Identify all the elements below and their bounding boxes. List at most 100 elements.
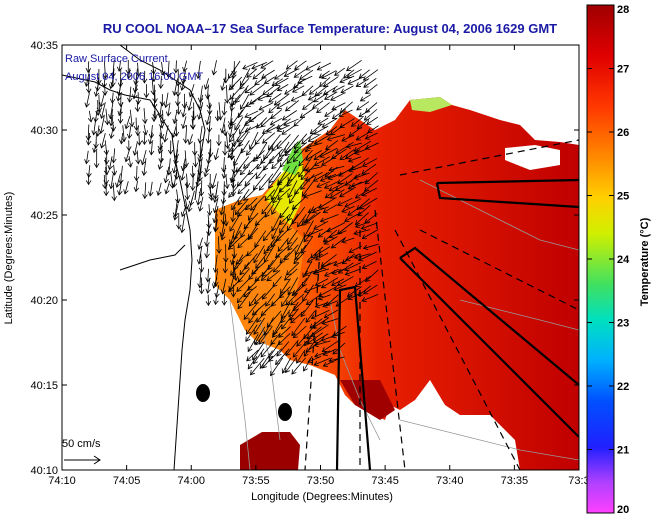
current-vector bbox=[127, 156, 133, 168]
current-vector bbox=[363, 109, 378, 121]
current-vector bbox=[300, 174, 315, 190]
current-vector bbox=[214, 110, 221, 122]
current-vector bbox=[356, 101, 370, 111]
current-vector bbox=[142, 108, 148, 125]
current-vector bbox=[322, 85, 338, 95]
current-vector bbox=[302, 100, 315, 110]
current-vector bbox=[292, 299, 305, 312]
current-vector bbox=[190, 118, 196, 130]
current-vector bbox=[283, 244, 299, 261]
current-vector bbox=[260, 342, 274, 358]
current-vector bbox=[354, 275, 371, 288]
current-vector bbox=[245, 100, 257, 107]
current-vector bbox=[206, 204, 213, 216]
current-vector bbox=[152, 84, 158, 104]
current-vector bbox=[260, 60, 274, 69]
current-vector bbox=[316, 102, 330, 114]
current-vector bbox=[84, 150, 90, 165]
current-vector bbox=[344, 173, 361, 186]
current-vector bbox=[132, 142, 139, 156]
current-vector bbox=[320, 277, 339, 289]
current-vector bbox=[217, 102, 223, 121]
current-vector bbox=[361, 163, 377, 175]
current-vector bbox=[361, 229, 379, 240]
current-vector bbox=[123, 181, 129, 195]
current-vector bbox=[266, 85, 281, 98]
current-vector bbox=[347, 156, 362, 163]
current-vector bbox=[287, 237, 298, 251]
current-vector bbox=[314, 302, 329, 309]
current-vector bbox=[284, 141, 299, 157]
current-vector bbox=[306, 326, 322, 340]
current-vector bbox=[293, 69, 306, 78]
current-vector bbox=[266, 270, 281, 282]
current-vector bbox=[346, 68, 362, 78]
current-vector bbox=[303, 285, 322, 294]
current-vector bbox=[331, 148, 347, 160]
current-vector bbox=[245, 142, 258, 156]
current-vector bbox=[248, 110, 265, 123]
current-vector bbox=[148, 142, 155, 156]
current-vector bbox=[140, 149, 147, 166]
current-vector bbox=[258, 173, 274, 191]
current-vector bbox=[333, 284, 347, 292]
current-vector bbox=[322, 300, 339, 308]
current-vector bbox=[164, 180, 171, 195]
current-vector bbox=[230, 166, 242, 183]
current-vector bbox=[328, 165, 345, 172]
current-vector bbox=[237, 188, 250, 206]
current-vector bbox=[142, 182, 148, 200]
current-vector bbox=[250, 195, 265, 211]
current-vector bbox=[270, 182, 281, 201]
current-vector bbox=[364, 179, 379, 192]
current-vector bbox=[253, 245, 265, 264]
current-vector bbox=[355, 132, 369, 141]
current-vector bbox=[344, 198, 362, 208]
current-vector bbox=[268, 348, 282, 362]
current-vector bbox=[267, 134, 281, 151]
current-vector bbox=[205, 294, 212, 307]
current-vector bbox=[328, 356, 345, 363]
current-vector bbox=[364, 213, 378, 224]
current-vector bbox=[85, 173, 92, 186]
current-vector bbox=[331, 108, 346, 120]
current-vector bbox=[220, 206, 227, 225]
x-axis-label: Longitude (Degrees:Minutes) bbox=[251, 491, 393, 503]
buoy-marker-2 bbox=[278, 403, 292, 421]
current-vector bbox=[180, 158, 187, 172]
current-vector bbox=[223, 213, 229, 227]
current-vector bbox=[98, 116, 105, 135]
current-vector bbox=[92, 142, 98, 154]
current-vector bbox=[290, 293, 305, 306]
current-vector bbox=[132, 77, 139, 94]
current-vector bbox=[175, 189, 181, 204]
current-vector bbox=[323, 76, 339, 88]
current-vector bbox=[305, 142, 323, 150]
current-vector bbox=[107, 156, 113, 171]
current-vector bbox=[205, 126, 212, 144]
current-vector bbox=[279, 141, 290, 158]
current-vector bbox=[253, 317, 265, 335]
current-vector bbox=[276, 172, 291, 186]
current-vector bbox=[135, 92, 142, 105]
current-vector bbox=[269, 117, 283, 126]
current-vector bbox=[93, 150, 100, 169]
current-vector bbox=[252, 68, 266, 80]
current-vector bbox=[171, 156, 178, 174]
current-vector bbox=[364, 172, 378, 185]
current-vector bbox=[171, 126, 177, 139]
current-vector bbox=[224, 132, 231, 149]
sst-orange-band bbox=[215, 195, 305, 350]
current-vector bbox=[184, 173, 191, 189]
current-vector bbox=[329, 189, 345, 199]
current-vector bbox=[239, 78, 250, 90]
current-vector bbox=[151, 110, 157, 123]
current-vector bbox=[244, 197, 258, 211]
current-vector bbox=[307, 228, 323, 237]
current-vector bbox=[297, 75, 313, 84]
current-vector bbox=[252, 150, 265, 162]
current-vector bbox=[133, 165, 140, 182]
y-tick-label: 40:10 bbox=[30, 465, 58, 477]
current-vector bbox=[261, 69, 275, 79]
